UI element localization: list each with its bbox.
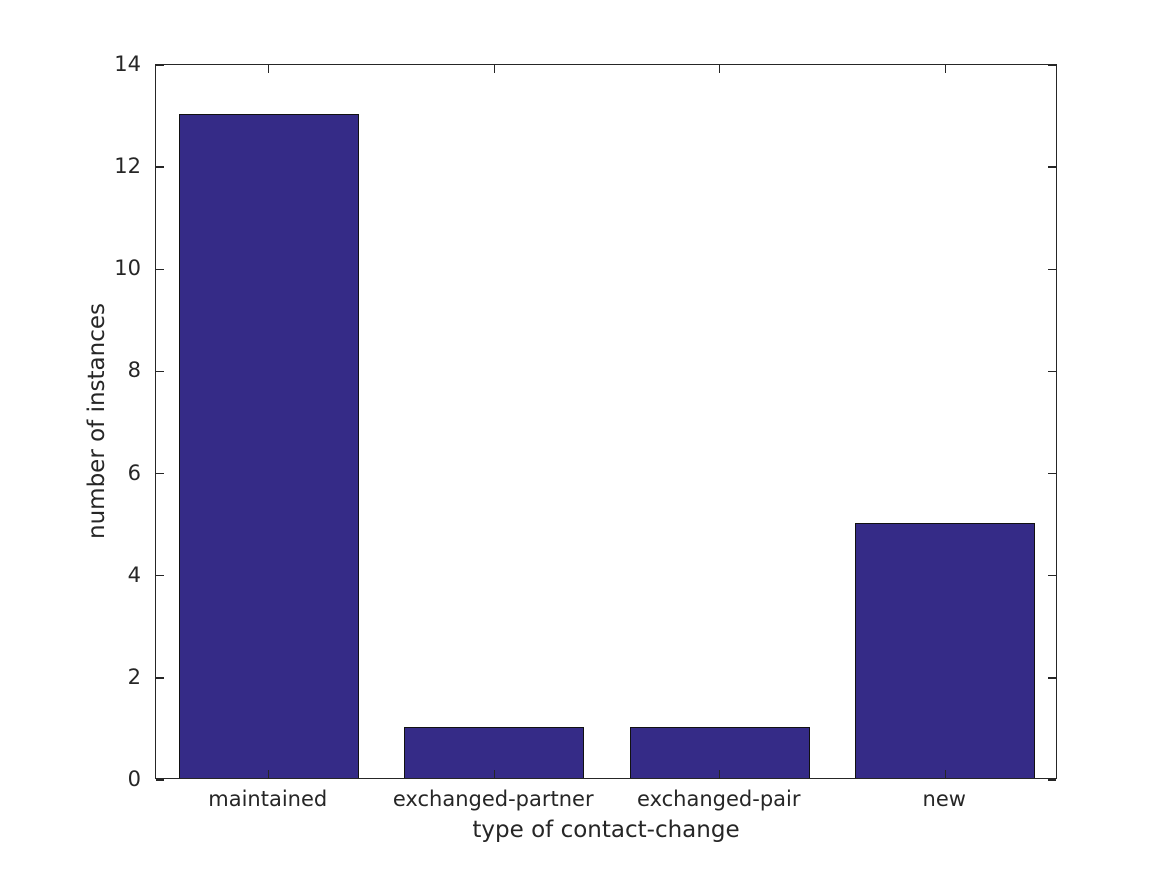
y-tick-label-10: 10 xyxy=(114,256,141,281)
y-tick-label-6: 6 xyxy=(127,460,141,485)
x-tick-top-new xyxy=(944,65,946,73)
x-axis-label: type of contact-change xyxy=(472,817,740,843)
y-tick-right-0 xyxy=(1048,779,1056,781)
y-tick-label-4: 4 xyxy=(127,562,141,587)
x-tick-bottom-new xyxy=(944,770,946,778)
y-tick-label-0: 0 xyxy=(127,767,141,791)
x-tick-bottom-exchanged-pair xyxy=(719,770,721,778)
x-tick-label-exchanged-partner: exchanged-partner xyxy=(392,787,594,811)
x-tick-top-maintained xyxy=(268,65,270,73)
y-tick-label-8: 8 xyxy=(127,358,141,383)
y-tick-right-12 xyxy=(1048,166,1056,168)
x-tick-bottom-maintained xyxy=(268,770,270,778)
y-tick-right-8 xyxy=(1048,370,1056,373)
x-tick-top-exchanged-partner xyxy=(493,65,495,73)
y-tick-right-14 xyxy=(1048,64,1056,66)
y-axis-label: number of instances xyxy=(84,303,110,539)
plot-area xyxy=(155,64,1057,781)
y-tick-left-0 xyxy=(156,779,164,781)
y-tick-left-12 xyxy=(156,166,164,168)
y-tick-left-8 xyxy=(156,370,164,373)
bar-maintained xyxy=(178,114,359,778)
y-tick-left-10 xyxy=(156,268,164,270)
bar-new xyxy=(855,522,1036,778)
y-tick-right-4 xyxy=(1048,575,1056,577)
y-tick-label-14: 14 xyxy=(114,52,141,76)
x-tick-label-new: new xyxy=(922,787,966,811)
y-tick-right-6 xyxy=(1048,472,1056,475)
x-tick-bottom-exchanged-partner xyxy=(493,770,495,778)
bar-exchanged-partner xyxy=(404,726,585,778)
y-tick-left-14 xyxy=(156,64,164,66)
y-tick-left-6 xyxy=(156,472,164,475)
y-tick-label-2: 2 xyxy=(127,664,141,689)
bar-exchanged-pair xyxy=(629,726,810,778)
y-tick-label-12: 12 xyxy=(114,154,141,179)
x-tick-top-exchanged-pair xyxy=(719,65,721,73)
x-tick-label-maintained: maintained xyxy=(208,787,328,811)
y-tick-right-10 xyxy=(1048,268,1056,270)
y-tick-left-4 xyxy=(156,575,164,577)
y-tick-right-2 xyxy=(1048,677,1056,679)
y-tick-left-2 xyxy=(156,677,164,679)
x-tick-label-exchanged-pair: exchanged-pair xyxy=(637,787,801,811)
